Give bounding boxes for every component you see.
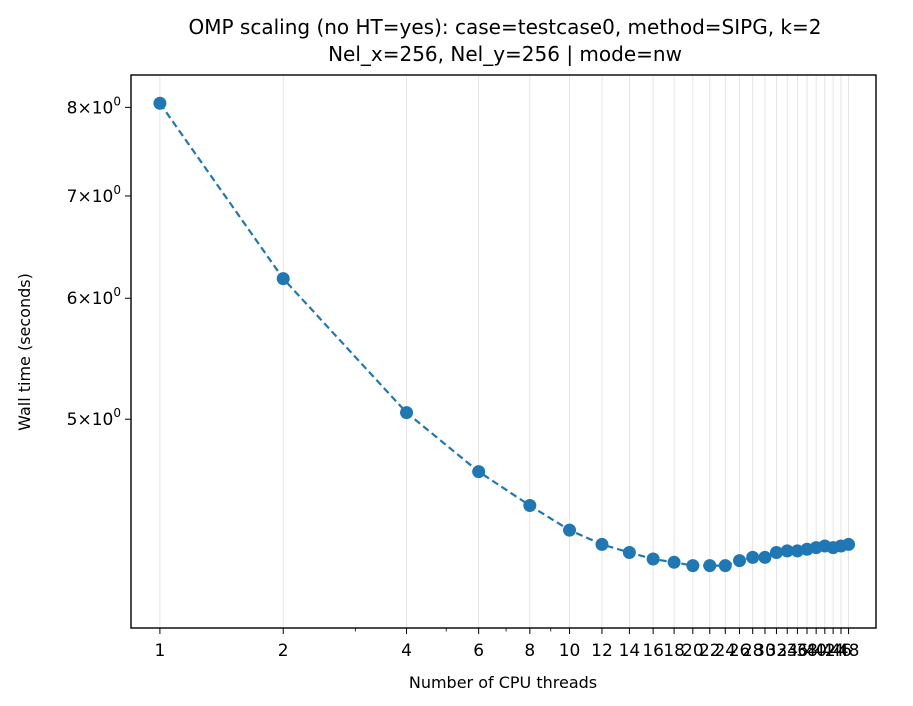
x-tick-label: 38 bbox=[796, 641, 818, 661]
data-point bbox=[276, 272, 290, 286]
x-tick-label: 12 bbox=[591, 641, 613, 661]
x-tick-label: 48 bbox=[838, 641, 860, 661]
x-tick-label: 16 bbox=[642, 641, 664, 661]
y-tick-label: 6×100 bbox=[67, 285, 121, 309]
x-tick-label: 42 bbox=[814, 641, 836, 661]
data-point bbox=[595, 537, 609, 551]
x-tick-label: 40 bbox=[805, 641, 827, 661]
x-tick-label: 32 bbox=[766, 641, 788, 661]
data-point bbox=[758, 550, 772, 564]
data-point bbox=[622, 545, 636, 559]
x-axis-ticks: 1 2 4 6 8 10 12 14 16 182022242628303234363840424… bbox=[154, 628, 859, 661]
x-tick-label: 22 bbox=[699, 641, 721, 661]
x-tick-label: 44 bbox=[822, 641, 844, 661]
x-tick-label: 10 bbox=[559, 641, 581, 661]
grid-lines bbox=[159, 75, 849, 628]
data-point bbox=[746, 550, 760, 564]
plot-frame bbox=[130, 74, 877, 629]
x-tick-label: 46 bbox=[830, 641, 852, 661]
plot-area bbox=[153, 96, 856, 573]
data-point bbox=[718, 559, 732, 573]
chart-title-line-2: Nel_x=256, Nel_y=256 | mode=nw bbox=[328, 42, 682, 66]
data-point bbox=[563, 523, 577, 537]
data-point bbox=[153, 96, 167, 110]
y-tick-label: 8×100 bbox=[67, 94, 121, 118]
y-tick-label: 5×100 bbox=[67, 406, 121, 430]
y-tick-label: 7×100 bbox=[67, 183, 121, 207]
x-tick-label: 6 bbox=[473, 641, 484, 661]
data-point bbox=[667, 555, 681, 569]
x-tick-label: 24 bbox=[714, 641, 736, 661]
data-point bbox=[472, 465, 486, 479]
x-tick-label: 26 bbox=[729, 641, 751, 661]
x-tick-label: 2 bbox=[278, 641, 289, 661]
x-tick-label: 34 bbox=[776, 641, 798, 661]
x-tick-label: 18 bbox=[663, 641, 685, 661]
x-tick-label: 8 bbox=[524, 641, 535, 661]
x-tick-label: 36 bbox=[787, 641, 809, 661]
x-axis-label: Number of CPU threads bbox=[409, 673, 597, 692]
x-tick-label: 30 bbox=[754, 641, 776, 661]
x-tick-label: 14 bbox=[619, 641, 641, 661]
chart-title-line-1: OMP scaling (no HT=yes): case=testcase0,… bbox=[189, 15, 822, 39]
data-point bbox=[842, 537, 856, 551]
data-point bbox=[790, 544, 804, 558]
series-line bbox=[159, 102, 849, 567]
data-point bbox=[703, 559, 717, 573]
data-point bbox=[400, 406, 414, 420]
y-axis-ticks: 8×100 7×100 6×100 5×100 bbox=[67, 94, 131, 430]
data-point bbox=[523, 499, 537, 513]
x-tick-label: 28 bbox=[742, 641, 764, 661]
data-point bbox=[646, 552, 660, 566]
x-tick-label: 1 bbox=[154, 641, 165, 661]
x-tick-label: 20 bbox=[682, 641, 704, 661]
x-tick-label: 4 bbox=[401, 641, 412, 661]
data-point bbox=[780, 544, 794, 558]
y-axis-label: Wall time (seconds) bbox=[15, 273, 34, 431]
data-point bbox=[769, 545, 783, 559]
data-point bbox=[686, 559, 700, 573]
data-point bbox=[733, 554, 747, 568]
